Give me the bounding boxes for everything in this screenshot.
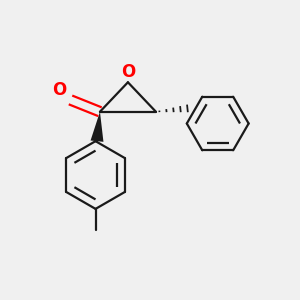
Text: O: O xyxy=(52,81,66,99)
Polygon shape xyxy=(91,112,103,142)
Text: O: O xyxy=(121,63,135,81)
